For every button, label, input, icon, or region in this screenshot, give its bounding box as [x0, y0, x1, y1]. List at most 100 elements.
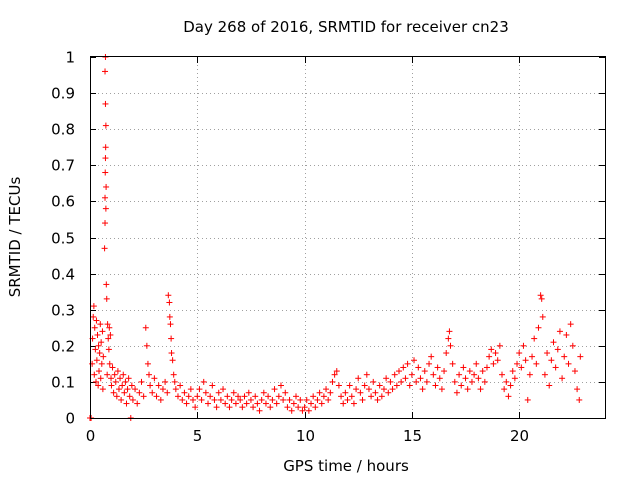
data-point — [102, 205, 109, 212]
data-point — [297, 396, 304, 403]
data-point — [380, 386, 387, 393]
data-point — [123, 400, 130, 407]
data-point — [432, 382, 439, 389]
data-point — [134, 400, 141, 407]
data-point — [262, 400, 269, 407]
data-point — [101, 245, 108, 252]
data-point — [526, 371, 533, 378]
data-point — [423, 378, 430, 385]
data-point — [479, 368, 486, 375]
data-point — [280, 396, 287, 403]
data-point — [406, 382, 413, 389]
data-point — [331, 371, 338, 378]
data-point — [374, 396, 381, 403]
data-point — [111, 371, 118, 378]
data-point — [105, 335, 112, 342]
data-point — [308, 400, 315, 407]
data-point — [151, 375, 158, 382]
data-point — [93, 378, 100, 385]
data-point — [215, 389, 222, 396]
data-point — [318, 400, 325, 407]
data-point — [115, 386, 122, 393]
data-point — [383, 375, 390, 382]
data-point — [389, 386, 396, 393]
data-point — [537, 292, 544, 299]
data-point — [256, 407, 263, 414]
data-point — [438, 386, 445, 393]
data-point — [408, 371, 415, 378]
data-point — [110, 389, 117, 396]
data-point — [106, 360, 113, 367]
data-point — [258, 396, 265, 403]
data-point — [471, 371, 478, 378]
x-axis-ticks: 0 5 10 15 20 — [86, 57, 529, 445]
data-point — [168, 335, 175, 342]
data-point — [398, 378, 405, 385]
data-point — [230, 389, 237, 396]
y-axis-label: SRMTID / TECUs — [6, 177, 24, 298]
data-point — [310, 393, 317, 400]
data-point — [185, 393, 192, 400]
data-point — [288, 407, 295, 414]
y-tick-label: 0.8 — [51, 121, 75, 139]
data-point — [481, 378, 488, 385]
data-point — [323, 386, 330, 393]
data-point — [565, 360, 572, 367]
data-point — [539, 313, 546, 320]
data-point — [499, 371, 505, 378]
data-point — [166, 299, 173, 306]
y-tick-label: 0 — [65, 410, 75, 428]
data-point — [102, 155, 109, 162]
data-point — [102, 169, 109, 176]
data-point — [112, 378, 119, 385]
data-point — [496, 342, 503, 349]
data-point — [350, 400, 357, 407]
data-point — [451, 378, 458, 385]
data-point — [103, 295, 110, 302]
data-point — [113, 393, 120, 400]
data-point — [207, 393, 214, 400]
data-point — [299, 407, 306, 414]
data-point — [213, 404, 220, 411]
data-point — [147, 382, 154, 389]
data-point — [550, 339, 557, 346]
data-point — [166, 313, 173, 320]
data-point — [109, 364, 116, 371]
data-point — [413, 378, 420, 385]
data-point — [365, 386, 372, 393]
data-point — [492, 350, 499, 357]
data-point — [99, 328, 106, 335]
data-point — [122, 378, 129, 385]
data-point — [271, 386, 278, 393]
data-point — [108, 375, 115, 382]
data-point — [475, 375, 482, 382]
data-point — [286, 396, 293, 403]
data-point — [93, 357, 100, 364]
data-point — [320, 393, 327, 400]
data-point — [192, 404, 199, 411]
data-point — [99, 386, 106, 393]
data-point — [571, 368, 578, 375]
data-point — [333, 368, 340, 375]
data-point — [546, 382, 553, 389]
data-point — [445, 335, 452, 342]
data-point — [436, 375, 443, 382]
data-point — [254, 400, 261, 407]
data-point — [260, 389, 267, 396]
data-point — [140, 393, 147, 400]
data-point — [505, 393, 512, 400]
plot-frame — [90, 56, 606, 419]
data-point — [265, 393, 272, 400]
y-tick-label: 1 — [65, 49, 75, 67]
data-point — [290, 400, 297, 407]
data-point — [368, 393, 375, 400]
data-point — [344, 396, 351, 403]
data-point — [490, 360, 497, 367]
data-point — [544, 350, 551, 357]
data-point — [312, 404, 319, 411]
data-point — [449, 360, 456, 367]
data-point — [183, 400, 190, 407]
data-point — [232, 400, 239, 407]
data-point — [541, 371, 548, 378]
data-point — [237, 396, 244, 403]
